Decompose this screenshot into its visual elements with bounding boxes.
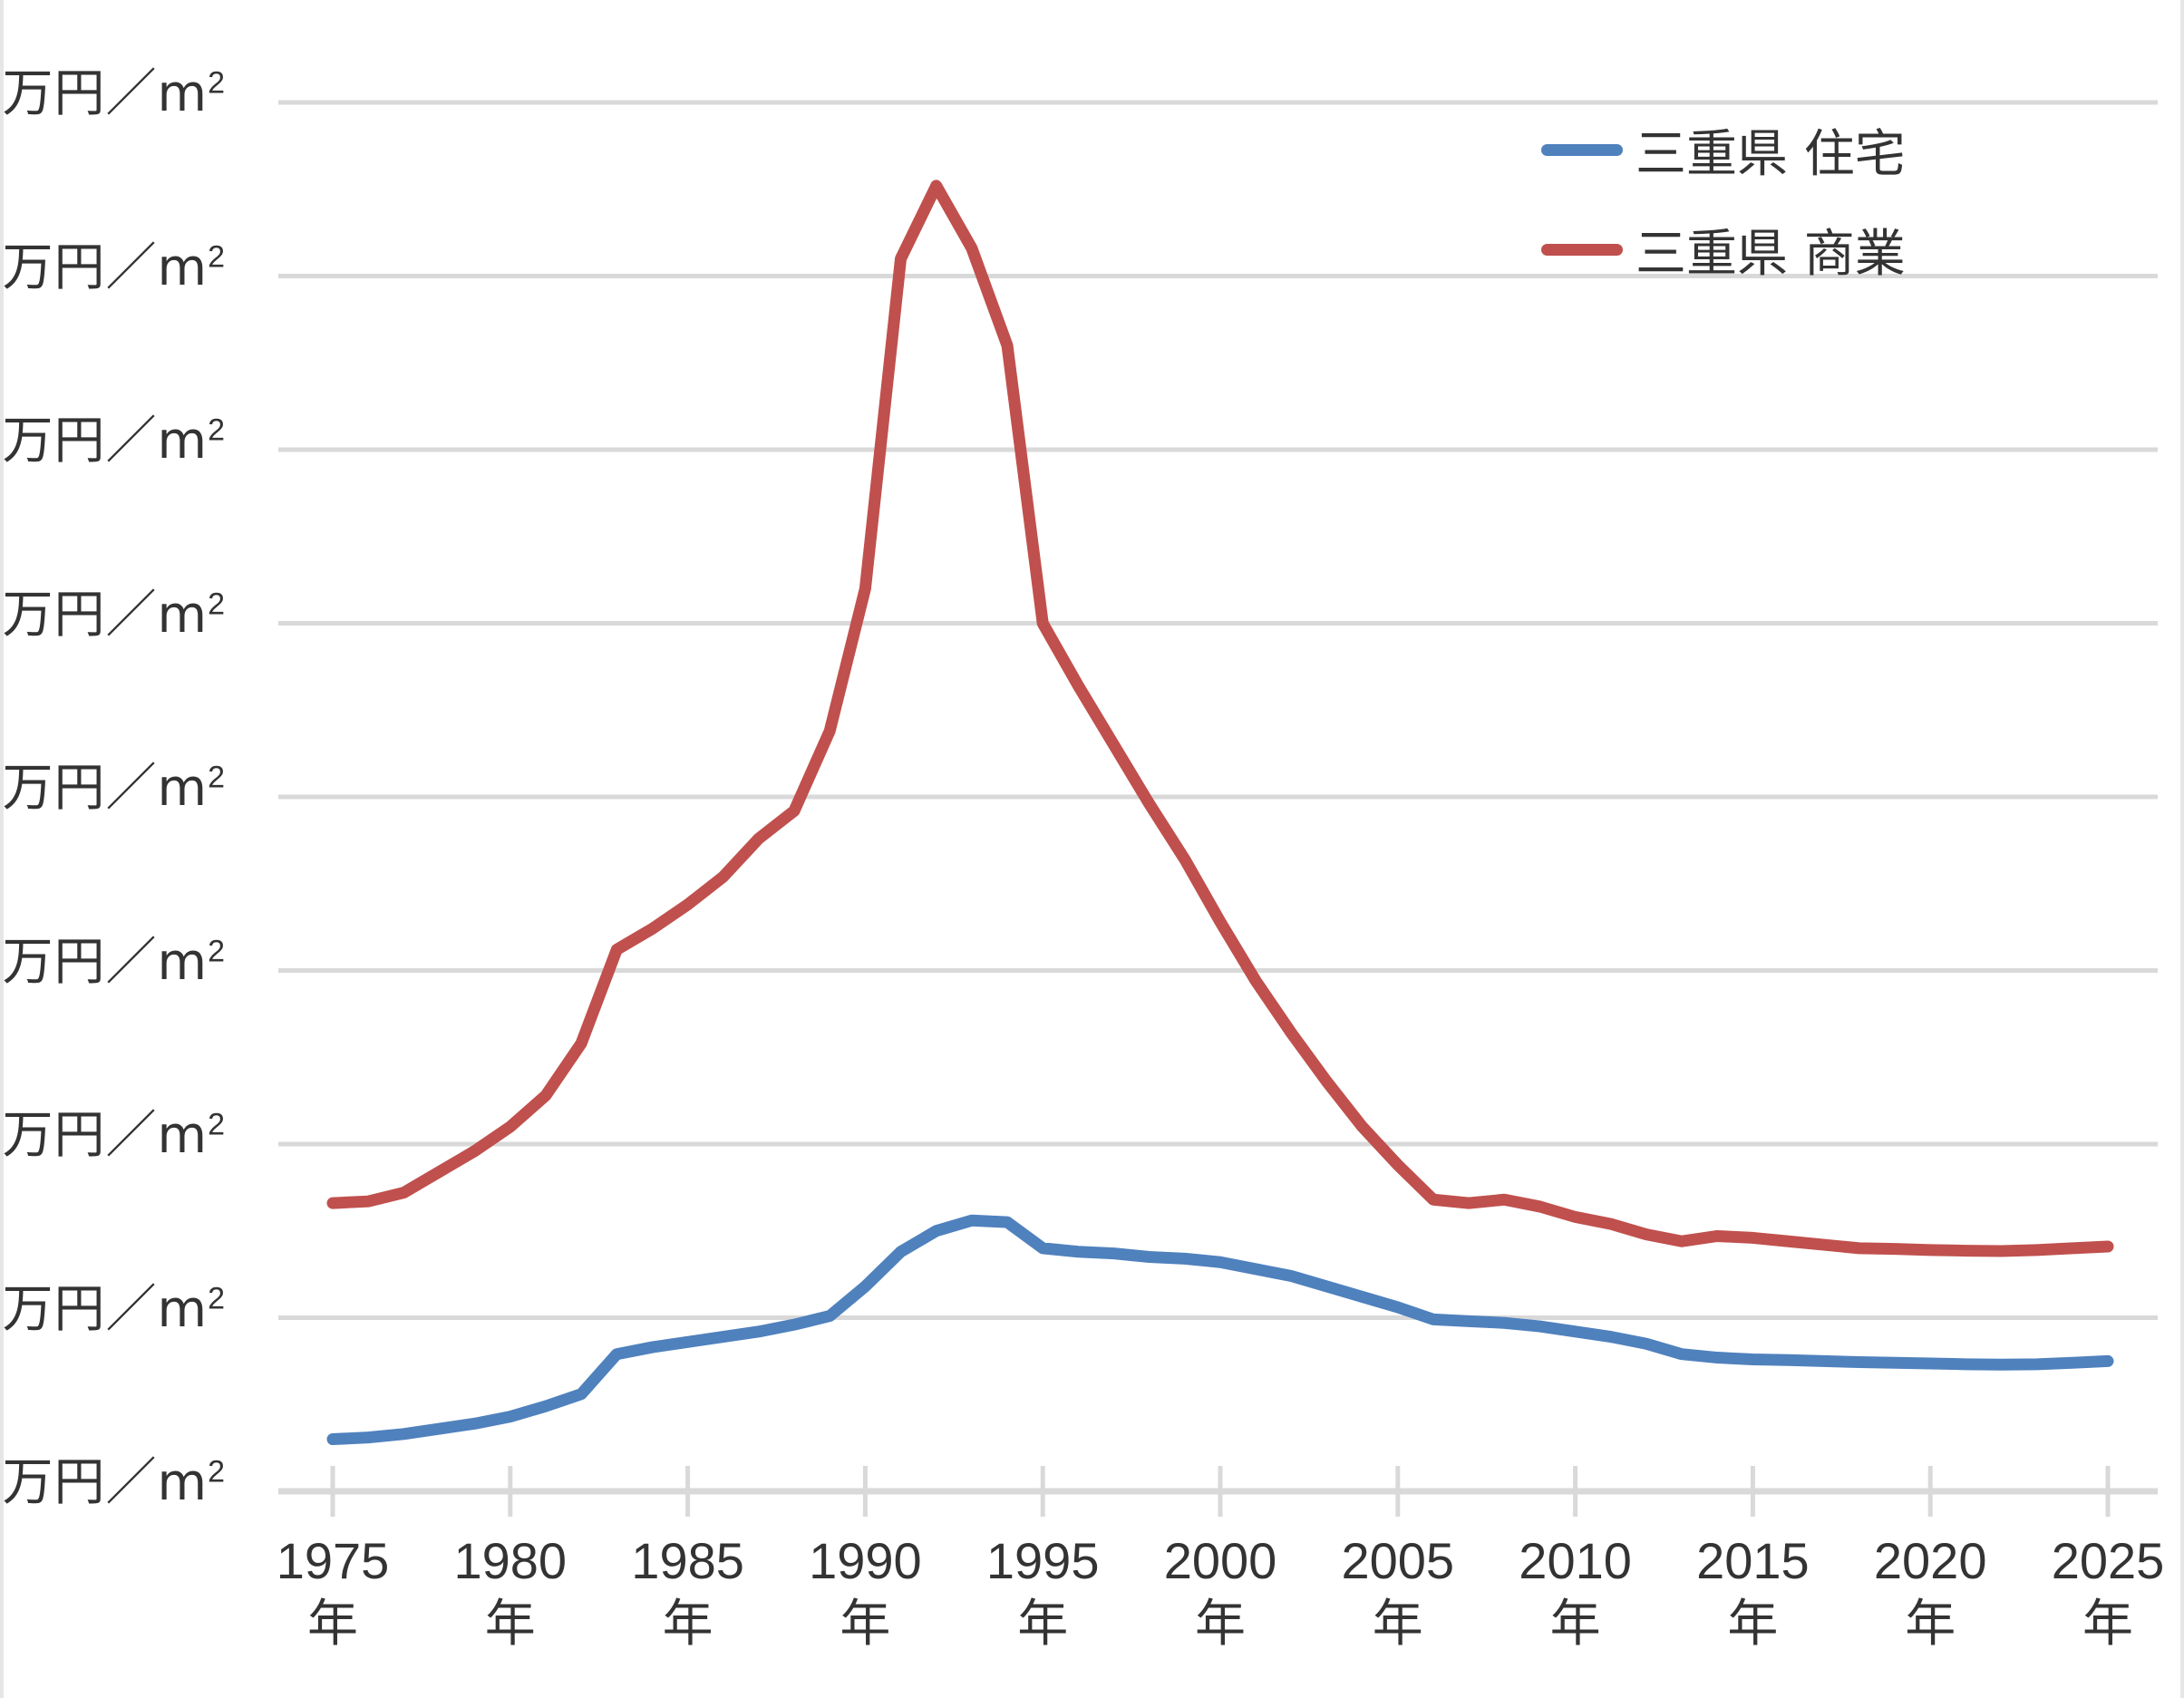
page-left-border [0, 0, 4, 1698]
y-tick-label-20: 20 万円／m2 [2, 759, 226, 818]
chart-legend: 三重県 住宅 三重県 商業 [1541, 100, 2049, 299]
x-tick-label-2005: 2005 年 [1341, 1532, 1455, 1654]
x-tick-label-2015: 2015 年 [1696, 1532, 1810, 1654]
y-tick-label-25: 25 万円／m2 [2, 585, 226, 645]
y-tick-label-30: 30 万円／m2 [2, 412, 226, 471]
series-line-residential [326, 1214, 2114, 1446]
y-tick-label-15: 15 万円／m2 [2, 932, 226, 992]
legend-label-residential: 三重県 住宅 [1636, 124, 1906, 184]
x-tick-label-2025: 2025 年 [2051, 1532, 2165, 1654]
x-tick-label-1995: 1995 年 [985, 1532, 1100, 1654]
x-tick-label-2010: 2010 年 [1519, 1532, 1632, 1654]
y-tick-label-0: 0 万円／m2 [2, 1453, 226, 1512]
legend-item-residential[interactable]: 三重県 住宅 [1541, 100, 2049, 199]
page-right-border [2180, 0, 2184, 1698]
x-tick-label-1975: 1975 年 [276, 1532, 390, 1654]
x-tick-label-2000: 2000 年 [1163, 1532, 1277, 1654]
x-tick-label-1985: 1985 年 [631, 1532, 744, 1654]
legend-color-swatch-red [1541, 243, 1623, 256]
legend-color-swatch-blue [1541, 143, 1623, 156]
x-tick-label-1990: 1990 年 [809, 1532, 922, 1654]
legend-label-commercial: 三重県 商業 [1636, 224, 1906, 284]
series-line-commercial [326, 180, 2114, 1257]
x-tick-label-1980: 1980 年 [453, 1532, 568, 1654]
y-tick-label-40: 40 万円／m2 [2, 64, 226, 123]
y-tick-label-5: 5 万円／m2 [2, 1279, 226, 1339]
y-tick-label-35: 35 万円／m2 [2, 238, 226, 297]
x-tick-label-2020: 2020 年 [1873, 1532, 1987, 1654]
legend-item-commercial[interactable]: 三重県 商業 [1541, 199, 2049, 299]
y-tick-label-10: 10 万円／m2 [2, 1106, 226, 1165]
